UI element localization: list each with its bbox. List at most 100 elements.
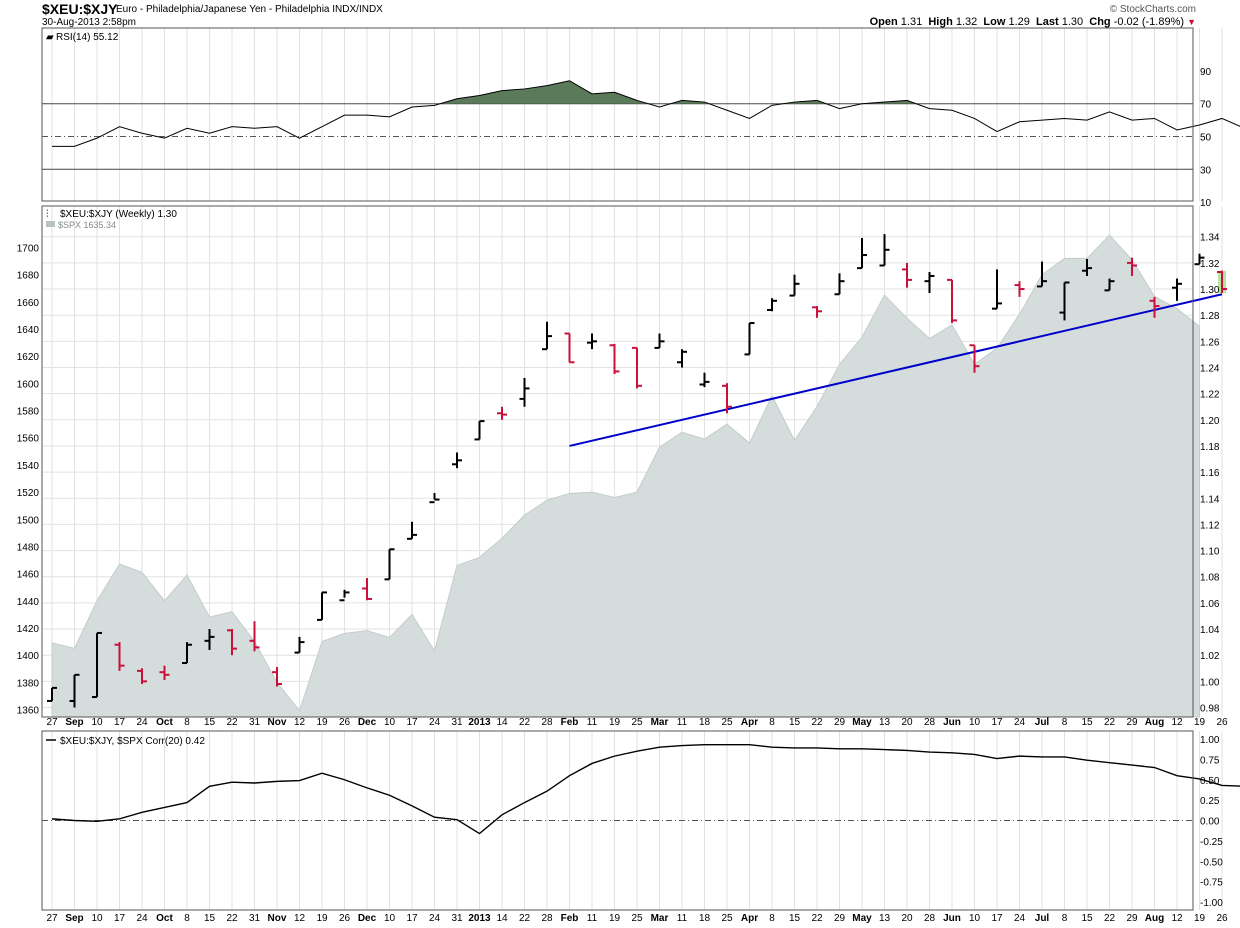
ohlc-bar	[114, 642, 125, 671]
ohlc-bar	[654, 333, 665, 349]
corr-tick-label: 1.00	[1200, 735, 1220, 746]
x-tick-label: 2013	[468, 717, 491, 728]
rsi-tick-label: 30	[1200, 165, 1212, 176]
quote-summary: Open 1.31 High 1.32 Low 1.29 Last 1.30 C…	[870, 16, 1196, 28]
x-tick-label: Apr	[741, 913, 758, 924]
x-tick-label: 12	[294, 913, 306, 924]
x-tick-label: 19	[609, 913, 621, 924]
x-tick-label: Nov	[268, 913, 287, 924]
rsi-panel-border	[41, 27, 1194, 202]
x-tick-label: 2013	[468, 913, 491, 924]
x-tick-label: 18	[699, 717, 711, 728]
x-tick-label: 12	[294, 717, 306, 728]
spx-tick-label: 1440	[17, 597, 40, 608]
x-tick-label: 31	[451, 717, 463, 728]
price-tick-label: 1.14	[1200, 494, 1220, 505]
ohlc-bar	[1149, 296, 1160, 318]
x-tick-label: 26	[1216, 913, 1228, 924]
x-tick-label: 20	[901, 913, 913, 924]
price-tick-label: 1.06	[1200, 599, 1220, 610]
x-tick-label: Aug	[1145, 913, 1164, 924]
x-tick-label: 17	[406, 913, 418, 924]
x-tick-label: 10	[969, 913, 981, 924]
ohlc-bar	[1059, 281, 1070, 321]
price-tick-label: 1.30	[1200, 285, 1220, 296]
rsi-tick-label: 90	[1200, 67, 1212, 78]
chg-value: -0.02 (-1.89%)	[1113, 16, 1185, 28]
ohlc-bar	[924, 272, 935, 293]
corr-legend: $XEU:$XJY, $SPX Corr(20) 0.42	[60, 736, 205, 747]
x-tick-label: 22	[1104, 717, 1116, 728]
x-tick-label: 10	[91, 717, 103, 728]
price-tick-label: 1.24	[1200, 363, 1220, 374]
open-label: Open	[869, 16, 898, 28]
x-tick-label: 27	[46, 913, 58, 924]
rsi-overbought-fill	[440, 80, 916, 104]
x-tick-label: Jul	[1035, 913, 1050, 924]
x-tick-label: 29	[834, 717, 846, 728]
price-tick-label: 1.34	[1200, 233, 1220, 244]
spx-legend-swatch	[46, 221, 55, 227]
x-tick-label: 8	[1062, 717, 1068, 728]
ohlc-bar	[182, 642, 192, 665]
x-tick-label: 10	[91, 913, 103, 924]
corr-panel-border	[41, 730, 1194, 911]
ohlc-legend-icon: ⫶	[46, 209, 49, 220]
chart-description: Euro - Philadelphia/Japanese Yen - Phila…	[116, 4, 383, 15]
ohlc-bar	[677, 349, 687, 368]
x-tick-label: 15	[789, 717, 801, 728]
x-tick-label: 31	[249, 717, 261, 728]
corr-tick-label: -0.50	[1200, 857, 1223, 868]
trendline	[569, 293, 1223, 447]
x-tick-label: 28	[924, 717, 936, 728]
ohlc-bar	[857, 238, 867, 270]
x-tick-label: 25	[631, 717, 643, 728]
ohlc-bar	[137, 668, 147, 684]
price-panel-border	[41, 205, 1194, 718]
price-tick-label: 1.28	[1200, 311, 1220, 322]
x-tick-label: 26	[1216, 717, 1228, 728]
x-tick-label: 31	[249, 913, 261, 924]
x-tick-label: 24	[136, 717, 148, 728]
ohlc-bar	[159, 665, 170, 681]
chg-label: Chg	[1089, 16, 1111, 28]
x-tick-label: 17	[991, 913, 1003, 924]
ohlc-bar	[1014, 281, 1025, 297]
x-tick-label: 17	[114, 913, 126, 924]
rsi-panel-bg	[42, 28, 1193, 201]
ohlc-bar	[789, 274, 800, 297]
ohlc-bar	[1037, 261, 1047, 288]
x-tick-label: 26	[339, 913, 351, 924]
ohlc-bar	[744, 322, 755, 356]
x-tick-label: 28	[541, 913, 553, 924]
ohlc-bar	[1082, 258, 1092, 276]
x-tick-label: 12	[1171, 913, 1183, 924]
x-tick-label: 15	[1081, 717, 1093, 728]
x-tick-label: 19	[316, 717, 328, 728]
x-tick-label: 22	[519, 717, 531, 728]
ohlc-bar	[722, 383, 732, 414]
ohlc-bar	[542, 321, 552, 351]
rsi-line	[52, 80, 1240, 147]
x-tick-label: 24	[1014, 717, 1026, 728]
spx-legend: $SPX 1635.34	[58, 220, 116, 230]
x-tick-label: Aug	[1145, 717, 1164, 728]
x-tick-label: 25	[721, 913, 733, 924]
x-tick-label: Sep	[65, 913, 83, 924]
spx-tick-label: 1460	[17, 570, 40, 581]
x-tick-label: Jun	[943, 913, 961, 924]
price-legend: $XEU:$XJY (Weekly) 1.30	[60, 209, 177, 220]
ohlc-bar	[519, 377, 530, 407]
x-tick-label: 29	[1126, 913, 1138, 924]
x-tick-label: 11	[587, 913, 598, 924]
price-tick-label: 1.18	[1200, 442, 1220, 453]
ohlc-bar	[474, 420, 485, 441]
x-tick-label: 8	[184, 717, 190, 728]
x-tick-label: 15	[789, 913, 801, 924]
corr-tick-label: -1.00	[1200, 898, 1223, 909]
x-tick-label: 26	[339, 717, 351, 728]
x-tick-label: 28	[924, 913, 936, 924]
x-tick-label: 29	[834, 913, 846, 924]
price-tick-label: 1.16	[1200, 468, 1220, 479]
spx-tick-label: 1580	[17, 407, 40, 418]
